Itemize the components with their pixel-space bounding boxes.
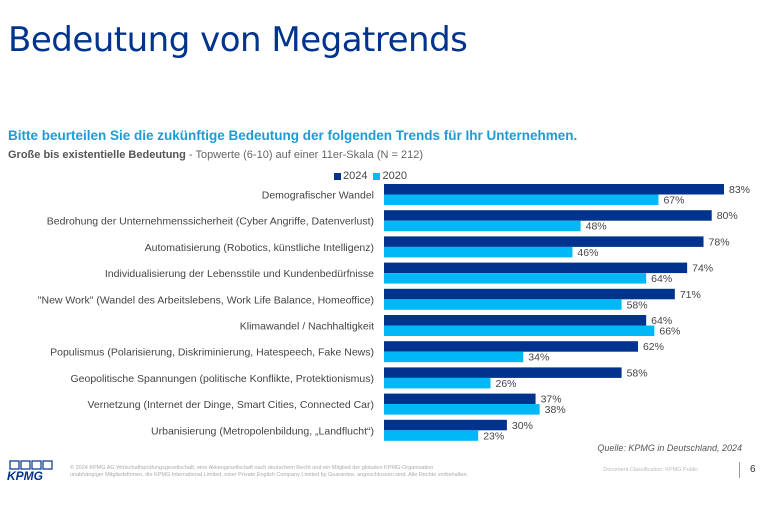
bar-2020	[384, 273, 647, 284]
bar-2020	[384, 377, 491, 389]
chart-question: Bitte beurteilen Sie die zukünftige Bede…	[8, 128, 578, 143]
legend-item-2020: 2020	[373, 170, 407, 182]
data-label-2020: 58%	[627, 299, 648, 311]
page-number: 6	[750, 464, 756, 475]
category-label: Urbanisierung (Metropolenbildung, „Landf…	[151, 425, 374, 437]
kpmg-logo: KPMG	[6, 460, 58, 487]
category-label: Automatisierung (Robotics, künstliche In…	[145, 242, 374, 254]
data-label-2024: 62%	[643, 341, 664, 353]
legal-notice: © 2024 KPMG AG Wirtschaftsprüfungsgesell…	[70, 465, 490, 479]
data-label-2024: 30%	[512, 420, 533, 432]
data-label-2024: 37%	[541, 394, 562, 406]
category-label: Individualisierung der Lebensstile und K…	[105, 268, 374, 280]
data-label-2020: 66%	[659, 326, 680, 338]
data-label-2020: 38%	[545, 404, 566, 416]
bar-chart: Demografischer Wandel 83% 67% Bedrohung der…	[38, 184, 750, 442]
bar-2024	[384, 262, 688, 274]
legend-swatch-2024	[334, 172, 341, 180]
data-label-2020: 23%	[483, 430, 504, 442]
category-label: Vernetzung (Internet der Dinge, Smart Ci…	[87, 399, 374, 411]
bar-2020	[384, 430, 479, 441]
bar-2024	[384, 184, 724, 195]
bar-2024	[384, 210, 712, 221]
data-label-2024: 58%	[627, 367, 648, 379]
legend-label-2024: 2024	[343, 170, 368, 182]
data-label-2024: 74%	[692, 263, 713, 275]
category-label: Populismus (Polarisierung, Diskriminieru…	[50, 347, 374, 359]
page-title: Bedeutung von Megatrends	[8, 20, 468, 60]
legend-swatch-2020	[373, 172, 381, 180]
chart-subtitle: Große bis existentielle Bedeutung - Topw…	[8, 149, 423, 161]
bar-2024	[384, 419, 507, 431]
data-label-2024: 83%	[729, 184, 750, 196]
data-label-2024: 78%	[709, 236, 730, 248]
category-label: Bedrohung der Unternehmenssicherheit (Cy…	[47, 216, 374, 228]
bar-2020	[384, 351, 524, 363]
document-classification: Document Classification: KPMG Public	[603, 467, 698, 473]
data-label-2024: 71%	[680, 289, 701, 301]
bar-2024	[384, 393, 536, 405]
category-label: Klimawandel / Nachhaltigkeit	[240, 321, 374, 333]
data-label-2020: 46%	[577, 247, 598, 259]
kpmg-logo-icon: KPMG	[7, 460, 53, 483]
data-label-2024: 80%	[717, 210, 738, 222]
subtitle-bold: Große bis existentielle Bedeutung	[8, 149, 186, 161]
data-label-2020: 48%	[586, 221, 607, 233]
bar-2024	[384, 236, 704, 247]
kpmg-logo-text: KPMG	[7, 469, 43, 482]
bar-2020	[384, 404, 540, 415]
bar-2020	[384, 246, 573, 258]
legend-item-2024: 2024	[334, 170, 367, 182]
bar-2020	[384, 299, 622, 310]
bar-2024	[384, 367, 622, 378]
bar-2020	[384, 194, 659, 205]
category-label: Geopolitische Spannungen (politische Kon…	[70, 373, 374, 385]
chart-legend: 2024 2020	[334, 170, 407, 182]
legend-label-2020: 2020	[382, 170, 407, 182]
subtitle-rest: - Topwerte (6-10) auf einer 11er-Skala (…	[185, 149, 423, 161]
category-label: Demografischer Wandel	[262, 190, 374, 202]
bar-2020	[384, 220, 581, 232]
bar-2024	[384, 288, 675, 300]
data-label-2024: 64%	[651, 315, 672, 327]
data-label-2020: 26%	[496, 378, 517, 390]
source-note: Quelle: KPMG in Deutschland, 2024	[597, 443, 742, 453]
legal-line-2: unabhängiger Mitgliedsfirmen, die KPMG I…	[70, 472, 469, 478]
data-label-2020: 67%	[663, 195, 684, 207]
legal-line-1: © 2024 KPMG AG Wirtschaftsprüfungsgesell…	[70, 465, 434, 471]
bar-2024	[384, 341, 638, 352]
footer-separator	[739, 462, 740, 478]
data-label-2020: 34%	[528, 352, 549, 364]
bar-2020	[384, 325, 655, 336]
category-label: "New Work" (Wandel des Arbeitslebens, Wo…	[38, 294, 374, 306]
data-label-2020: 64%	[651, 273, 672, 285]
bar-2024	[384, 315, 647, 326]
